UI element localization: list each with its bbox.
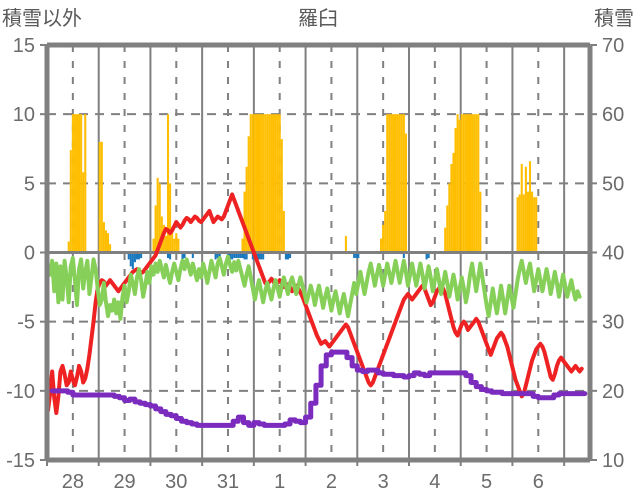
svg-text:40: 40: [602, 243, 624, 265]
svg-text:31: 31: [217, 471, 239, 493]
svg-text:6: 6: [533, 471, 544, 493]
data-lines: [46, 192, 588, 428]
x-axis-ticks: 28 29 30 31 1 2 3 4 5 6: [46, 460, 566, 493]
svg-text:-10: -10: [6, 381, 35, 403]
svg-text:4: 4: [429, 471, 440, 493]
precipitation-bars: [67, 114, 538, 253]
svg-text:60: 60: [602, 104, 624, 126]
svg-text:1: 1: [274, 471, 285, 493]
svg-text:70: 70: [602, 35, 624, 57]
svg-text:5: 5: [24, 173, 35, 195]
svg-text:10: 10: [602, 450, 624, 472]
svg-text:10: 10: [13, 104, 35, 126]
svg-text:50: 50: [602, 173, 624, 195]
svg-text:28: 28: [62, 471, 84, 493]
svg-text:20: 20: [602, 381, 624, 403]
left-axis-ticks: 15 10 5 0 -5 -10 -15: [6, 35, 47, 472]
svg-text:3: 3: [378, 471, 389, 493]
svg-text:2: 2: [326, 471, 337, 493]
left-axis-caption: 積雪以外: [2, 8, 82, 30]
svg-text:-15: -15: [6, 450, 35, 472]
svg-text:30: 30: [602, 312, 624, 334]
chart-title: 羅臼: [298, 8, 338, 30]
svg-text:5: 5: [481, 471, 492, 493]
svg-text:15: 15: [13, 35, 35, 57]
svg-text:-5: -5: [17, 312, 35, 334]
right-axis-caption: 積雪: [594, 8, 634, 30]
svg-text:29: 29: [113, 471, 135, 493]
right-axis-ticks: 70 60 50 40 30 20 10: [590, 35, 624, 472]
svg-text:0: 0: [24, 243, 35, 265]
svg-text:30: 30: [165, 471, 187, 493]
